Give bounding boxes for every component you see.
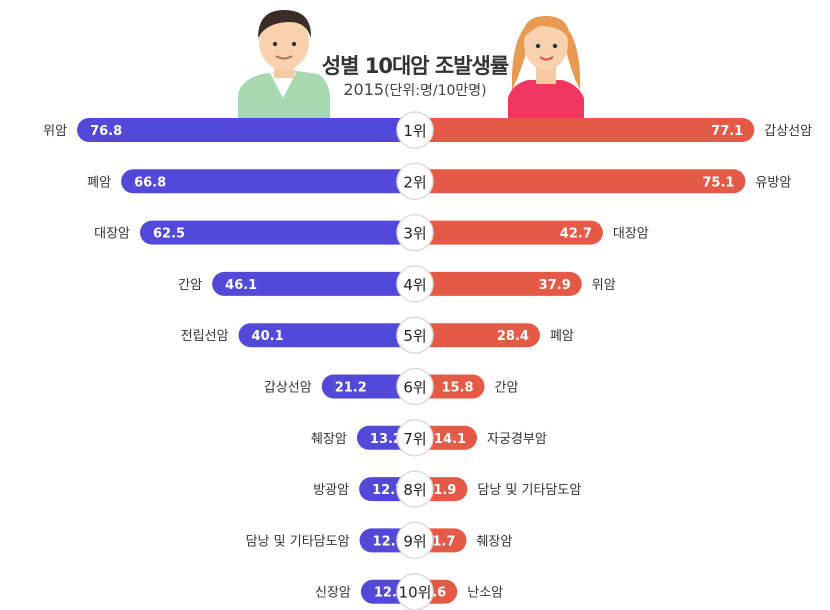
rank-badge	[396, 111, 434, 149]
female-bar	[415, 169, 746, 194]
rank-label: 4위	[403, 276, 426, 294]
male-category-label: 갑상선암	[264, 381, 312, 396]
female-bar	[415, 118, 755, 142]
rank-badge	[396, 213, 434, 252]
rank-label: 2위	[403, 173, 426, 191]
male-value-label: 66.8	[134, 175, 166, 190]
female-value-label: 77.1	[711, 124, 743, 139]
chart-subtitle: 2015(단위:명/10만명)	[0, 80, 830, 100]
male-category-label: 신장암	[315, 586, 351, 601]
male-bar	[212, 271, 415, 296]
rank-badge	[396, 316, 434, 354]
rank-badge	[396, 162, 434, 201]
chart-title: 성별 10대암 조발생률	[321, 54, 509, 78]
male-value-label: 40.1	[252, 329, 284, 344]
rank-label: 8위	[403, 481, 426, 499]
male-value-label: 76.8	[90, 124, 122, 139]
male-category-label: 위암	[43, 124, 67, 139]
rank-label: 6위	[403, 379, 426, 397]
rank-badge	[396, 367, 434, 406]
female-category-label: 폐암	[550, 329, 574, 344]
rank-badge	[396, 470, 434, 508]
female-bar	[415, 323, 540, 348]
male-bar	[140, 220, 415, 245]
female-category-label: 간암	[495, 381, 519, 396]
subtitle-year: 2015	[343, 80, 385, 99]
female-category-label: 췌장암	[476, 534, 512, 549]
female-category-label: 위암	[592, 278, 616, 293]
rank-label: 7위	[403, 430, 426, 448]
male-category-label: 폐암	[87, 175, 111, 190]
female-value-label: 42.7	[560, 227, 592, 242]
rank-label: 10위	[399, 584, 432, 602]
man-icon	[238, 10, 330, 118]
female-bar	[415, 271, 582, 296]
rank-badge	[396, 265, 434, 303]
female-category-label: 담낭 및 기타담도암	[477, 483, 581, 498]
male-bar	[77, 118, 415, 142]
male-value-label: 46.1	[225, 278, 257, 293]
rank-badge	[396, 419, 434, 457]
female-category-label: 자궁경부암	[487, 432, 547, 447]
male-bar	[238, 323, 415, 348]
female-value-label: 28.4	[497, 329, 529, 344]
male-category-label: 담낭 및 기타담도암	[246, 534, 350, 549]
female-category-label: 난소암	[467, 586, 503, 601]
rank-badge	[396, 521, 434, 560]
male-bar	[321, 374, 415, 399]
female-category-label: 대장암	[613, 227, 649, 242]
male-value-label: 12.7	[372, 483, 404, 498]
female-category-label: 갑상선암	[764, 124, 812, 139]
woman-icon	[508, 16, 584, 118]
male-value-label: 13.2	[370, 432, 402, 447]
male-category-label: 전립선암	[181, 329, 229, 344]
male-category-label: 방광암	[313, 483, 349, 498]
rank-label: 3위	[403, 225, 426, 243]
male-value-label: 21.2	[335, 381, 367, 396]
female-value-label: 14.1	[434, 432, 466, 447]
rank-label: 5위	[403, 327, 426, 345]
male-category-label: 대장암	[94, 227, 130, 242]
rank-label: 9위	[403, 532, 426, 550]
female-value-label: 37.9	[539, 278, 571, 293]
rank-label: 1위	[403, 122, 426, 140]
male-category-label: 간암	[178, 278, 202, 293]
male-category-label: 췌장암	[311, 432, 347, 447]
female-value-label: 15.8	[441, 381, 473, 396]
female-value-label: 75.1	[702, 175, 734, 190]
subtitle-unit: (단위:명/10만명)	[384, 83, 487, 99]
female-category-label: 유방암	[755, 175, 791, 190]
male-bar	[121, 169, 415, 194]
male-value-label: 62.5	[153, 227, 185, 242]
female-bar	[415, 220, 603, 245]
